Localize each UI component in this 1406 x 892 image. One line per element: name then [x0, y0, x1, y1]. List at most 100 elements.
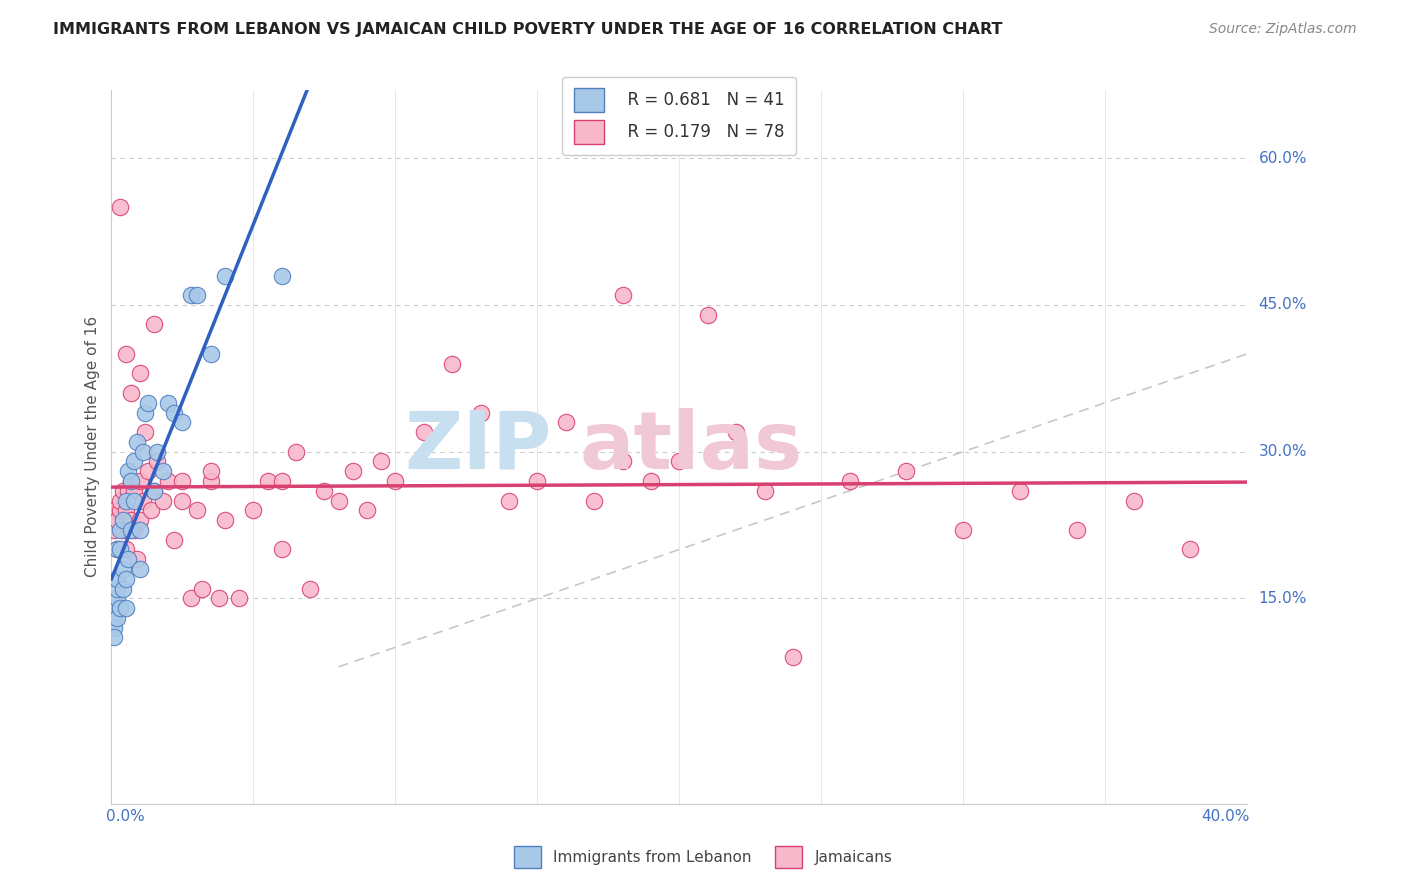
Legend: Immigrants from Lebanon, Jamaicans: Immigrants from Lebanon, Jamaicans	[508, 839, 898, 873]
Point	[498, 493, 520, 508]
Point	[122, 454, 145, 468]
Point	[131, 444, 153, 458]
Text: 45.0%: 45.0%	[1258, 297, 1308, 312]
Point	[114, 493, 136, 508]
Point	[640, 474, 662, 488]
Point	[128, 474, 150, 488]
Point	[668, 454, 690, 468]
Point	[583, 493, 606, 508]
Point	[412, 425, 434, 439]
Point	[117, 523, 139, 537]
Point	[172, 474, 194, 488]
Text: IMMIGRANTS FROM LEBANON VS JAMAICAN CHILD POVERTY UNDER THE AGE OF 16 CORRELATIO: IMMIGRANTS FROM LEBANON VS JAMAICAN CHIL…	[53, 22, 1002, 37]
Point	[186, 503, 208, 517]
Point	[157, 474, 180, 488]
Point	[103, 611, 125, 625]
Point	[114, 572, 136, 586]
Text: 15.0%: 15.0%	[1258, 591, 1308, 606]
Point	[526, 474, 548, 488]
Point	[146, 454, 169, 468]
Point	[152, 493, 174, 508]
Point	[242, 503, 264, 517]
Point	[111, 513, 134, 527]
Point	[696, 308, 718, 322]
Point	[108, 503, 131, 517]
Point	[105, 542, 128, 557]
Point	[128, 513, 150, 527]
Point	[111, 523, 134, 537]
Point	[441, 357, 464, 371]
Point	[128, 523, 150, 537]
Point	[384, 474, 406, 488]
Point	[725, 425, 748, 439]
Point	[200, 347, 222, 361]
Point	[180, 288, 202, 302]
Point	[1122, 493, 1144, 508]
Point	[270, 268, 292, 283]
Point	[120, 474, 142, 488]
Point	[143, 318, 166, 332]
Point	[1066, 523, 1088, 537]
Point	[120, 474, 142, 488]
Point	[122, 523, 145, 537]
Point	[754, 483, 776, 498]
Text: 30.0%: 30.0%	[1258, 444, 1308, 459]
Point	[136, 395, 159, 409]
Point	[105, 572, 128, 586]
Point	[105, 513, 128, 527]
Point	[120, 523, 142, 537]
Point	[117, 464, 139, 478]
Point	[143, 483, 166, 498]
Point	[180, 591, 202, 606]
Point	[103, 631, 125, 645]
Y-axis label: Child Poverty Under the Age of 16: Child Poverty Under the Age of 16	[86, 316, 100, 577]
Point	[122, 483, 145, 498]
Point	[228, 591, 250, 606]
Legend:   R = 0.681   N = 41,   R = 0.179   N = 78: R = 0.681 N = 41, R = 0.179 N = 78	[562, 77, 796, 155]
Point	[117, 552, 139, 566]
Point	[356, 503, 378, 517]
Point	[370, 454, 392, 468]
Point	[128, 367, 150, 381]
Point	[103, 621, 125, 635]
Point	[134, 405, 156, 419]
Point	[114, 601, 136, 615]
Point	[114, 503, 136, 517]
Text: 40.0%: 40.0%	[1202, 809, 1250, 823]
Point	[146, 444, 169, 458]
Text: ZIP: ZIP	[405, 408, 551, 486]
Point	[1010, 483, 1032, 498]
Point	[1180, 542, 1202, 557]
Point	[131, 493, 153, 508]
Point	[782, 650, 804, 665]
Point	[172, 493, 194, 508]
Point	[200, 464, 222, 478]
Point	[152, 464, 174, 478]
Point	[108, 200, 131, 214]
Text: 60.0%: 60.0%	[1258, 151, 1308, 166]
Point	[285, 444, 308, 458]
Point	[163, 405, 186, 419]
Point	[838, 474, 860, 488]
Point	[200, 474, 222, 488]
Point	[108, 542, 131, 557]
Point	[114, 542, 136, 557]
Point	[172, 415, 194, 429]
Point	[952, 523, 974, 537]
Point	[108, 601, 131, 615]
Point	[134, 425, 156, 439]
Point	[157, 395, 180, 409]
Point	[111, 582, 134, 596]
Point	[122, 493, 145, 508]
Point	[163, 533, 186, 547]
Point	[141, 503, 163, 517]
Point	[896, 464, 918, 478]
Point	[120, 513, 142, 527]
Point	[208, 591, 231, 606]
Point	[117, 483, 139, 498]
Point	[314, 483, 336, 498]
Point	[612, 454, 634, 468]
Point	[270, 474, 292, 488]
Point	[103, 523, 125, 537]
Point	[111, 483, 134, 498]
